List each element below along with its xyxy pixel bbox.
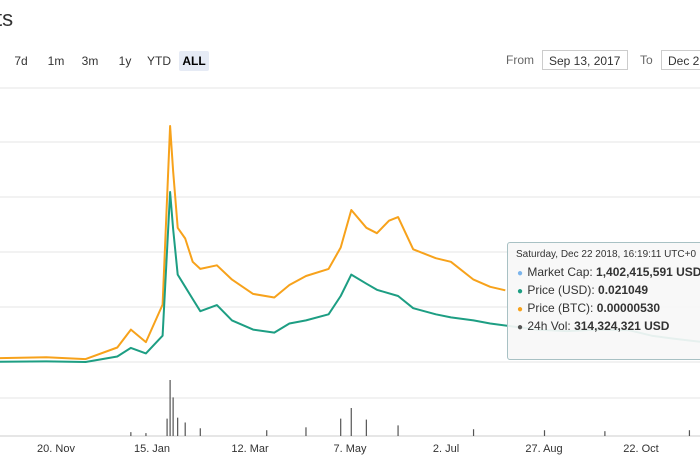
tooltip-value: 0.021049 <box>598 283 649 297</box>
chart-tooltip: Saturday, Dec 22 2018, 16:19:11 UTC+0 ● … <box>507 242 700 360</box>
x-tick-label: 15. Jan <box>134 443 170 455</box>
volume-bar <box>184 422 186 436</box>
zoom-all-button[interactable]: ALL <box>179 51 209 71</box>
zoom-ytd-button[interactable]: YTD <box>147 54 171 68</box>
range-to-label: To <box>640 53 653 67</box>
volume-bar <box>472 429 475 436</box>
tooltip-label: 24h Vol: <box>527 319 571 333</box>
volume-bar <box>145 433 147 436</box>
volume-bar <box>688 430 691 436</box>
volume-bar <box>604 431 606 436</box>
tooltip-value: 0.00000530 <box>596 301 661 315</box>
volume-bar <box>130 432 132 436</box>
volume-bar <box>350 408 352 436</box>
volume-bar <box>169 380 171 436</box>
range-from-label: From <box>506 53 534 67</box>
volume-bar <box>340 418 342 436</box>
volume-bar <box>172 397 174 436</box>
volume-bar <box>266 430 268 436</box>
volume-bar <box>166 418 168 436</box>
price-btc-dot-icon: ● <box>516 304 524 315</box>
zoom-1m-button[interactable]: 1m <box>47 54 65 68</box>
zoom-7d-button[interactable]: 7d <box>14 54 28 68</box>
range-from-input[interactable]: Sep 13, 2017 <box>542 50 628 70</box>
tooltip-label: Market Cap: <box>527 265 593 279</box>
x-tick-label: 22. Oct <box>623 443 658 455</box>
market-cap-dot-icon: ● <box>516 268 524 279</box>
zoom-1y-button[interactable]: 1y <box>118 54 132 68</box>
tooltip-value: 1,402,415,591 USD <box>596 265 700 279</box>
zoom-3m-button[interactable]: 3m <box>81 54 99 68</box>
tooltip-row-market-cap: ● Market Cap: 1,402,415,591 USD <box>516 264 700 282</box>
volume-bar <box>543 430 546 436</box>
tooltip-label: Price (BTC): <box>527 301 594 315</box>
tooltip-row-price-btc: ● Price (BTC): 0.00000530 <box>516 300 700 318</box>
volume-bar <box>199 428 201 436</box>
x-tick-label: 12. Mar <box>231 443 269 455</box>
x-tick-label: 27. Aug <box>525 443 562 455</box>
volume-bars <box>130 380 691 436</box>
volume-bar <box>365 419 367 436</box>
x-tick-label: 7. May <box>333 443 367 455</box>
tooltip-row-volume: ● 24h Vol: 314,324,321 USD <box>516 318 700 336</box>
x-tick-label: 2. Jul <box>433 443 459 455</box>
tooltip-header: Saturday, Dec 22 2018, 16:19:11 UTC+0 <box>516 249 697 260</box>
volume-bar <box>177 417 179 436</box>
x-axis: 20. Nov 15. Jan 12. Mar 7. May 2. Jul 27… <box>37 443 659 455</box>
tooltip-row-price-usd: ● Price (USD): 0.021049 <box>516 282 700 300</box>
range-to-input[interactable]: Dec 2 <box>661 50 700 70</box>
price-btc-line <box>0 125 506 361</box>
x-tick-label: 20. Nov <box>37 443 75 455</box>
chart-title: ts <box>0 6 14 31</box>
tooltip-label: Price (USD): <box>527 283 595 297</box>
volume-bar <box>305 427 307 436</box>
volume-bar <box>397 425 399 436</box>
price-usd-dot-icon: ● <box>516 286 524 297</box>
volume-dot-icon: ● <box>516 322 524 333</box>
tooltip-value: 314,324,321 USD <box>574 319 670 333</box>
